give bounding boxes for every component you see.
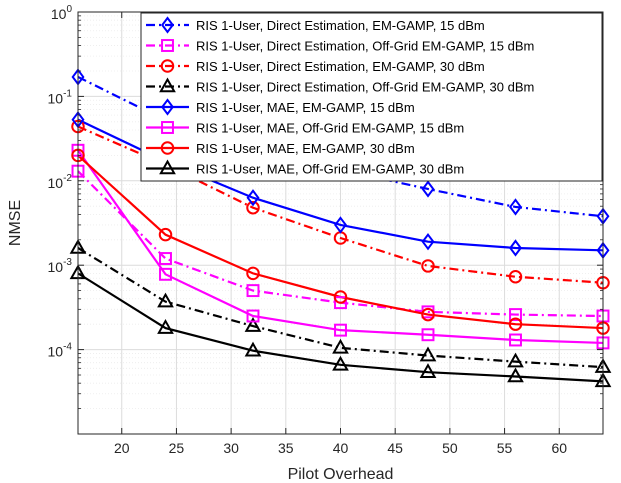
legend-entry-5: RIS 1-User, MAE, EM-GAMP, 15 dBm xyxy=(196,100,415,115)
series-1-point xyxy=(509,198,522,216)
legend-marker-6 xyxy=(161,121,174,134)
series-6-point xyxy=(159,267,172,281)
series-5-point xyxy=(509,239,522,257)
legend-box xyxy=(140,12,603,182)
series-line-8 xyxy=(77,272,604,383)
legend-marker-2 xyxy=(161,39,174,52)
series-1-point xyxy=(421,180,435,198)
legend-entry-8: RIS 1-User, MAE, Off-Grid EM-GAMP, 30 dB… xyxy=(196,162,464,177)
series-3-point xyxy=(508,269,523,284)
x-tick-label: 50 xyxy=(442,440,458,456)
series-3-point xyxy=(421,259,435,273)
legend-marker-4 xyxy=(159,77,176,93)
series-line-4 xyxy=(77,247,604,369)
series-2-point xyxy=(334,296,347,310)
x-tick-label: 20 xyxy=(114,440,130,456)
x-axis-label: Pilot Overhead xyxy=(288,466,394,483)
legend-entry-2: RIS 1-User, Direct Estimation, Off-Grid … xyxy=(196,39,534,54)
x-tick-label: 35 xyxy=(278,440,294,456)
series-6-point xyxy=(246,309,260,323)
y-tick-label: 10-4 xyxy=(48,342,73,360)
legend-entry-6: RIS 1-User, MAE, Off-Grid EM-GAMP, 15 dB… xyxy=(196,121,464,136)
series-5-point xyxy=(246,189,260,207)
legend-marker-3 xyxy=(160,59,175,73)
series-2-point xyxy=(246,284,260,298)
x-tick-labels: 20 25 30 35 40 45 50 55 60 xyxy=(114,440,567,456)
series-3-point xyxy=(246,200,260,215)
legend-entry-1: RIS 1-User, Direct Estimation, EM-GAMP, … xyxy=(196,18,485,33)
series-7-point xyxy=(158,227,173,242)
y-tick-label: 100 xyxy=(51,4,73,22)
series-7-point xyxy=(333,290,348,304)
series-5-point xyxy=(421,233,435,251)
series-4-point xyxy=(244,317,262,332)
y-tick-label: 10-2 xyxy=(48,173,73,191)
series-5-point xyxy=(334,216,347,234)
legend-marker-1 xyxy=(161,16,174,34)
x-tick-label: 45 xyxy=(387,440,403,456)
series-8-point xyxy=(419,363,437,378)
series-6-point xyxy=(421,328,435,342)
series-6-point xyxy=(334,323,347,337)
series-8-point xyxy=(507,367,524,383)
series-8-point xyxy=(244,341,262,357)
y-tick-label: 10-3 xyxy=(48,257,73,275)
x-tick-label: 25 xyxy=(169,440,185,456)
legend-marker-8 xyxy=(159,159,176,175)
legend-marker-5 xyxy=(161,98,174,116)
x-tick-label: 40 xyxy=(333,440,349,456)
legend-entry-3: RIS 1-User, Direct Estimation, EM-GAMP, … xyxy=(196,59,485,74)
series-6-point xyxy=(509,333,522,347)
x-tick-label: 55 xyxy=(497,440,513,456)
series-4-point xyxy=(419,346,437,362)
series-4-point xyxy=(157,292,174,308)
series-2-point xyxy=(509,308,522,322)
y-tick-label: 10-1 xyxy=(48,88,73,106)
series-8-point xyxy=(157,319,174,334)
y-tick-labels: 100 10-1 10-2 10-3 10-4 xyxy=(48,4,73,360)
series-line-6 xyxy=(77,149,604,345)
x-tick-label: 30 xyxy=(223,440,239,456)
series-8-point xyxy=(332,355,349,371)
legend-marker-7 xyxy=(160,141,175,155)
series-4-point xyxy=(507,352,524,368)
series-2-point xyxy=(159,252,172,265)
series-7-point xyxy=(246,266,260,281)
series-7-point xyxy=(508,317,523,331)
x-tick-label: 60 xyxy=(551,440,567,456)
legend-entry-7: RIS 1-User, MAE, EM-GAMP, 30 dBm xyxy=(196,141,415,156)
series-4-point xyxy=(332,338,349,354)
series-7-point xyxy=(421,307,435,322)
legend: RIS 1-User, Direct Estimation, EM-GAMP, … xyxy=(140,12,603,182)
legend-entry-4: RIS 1-User, Direct Estimation, Off-Grid … xyxy=(196,80,534,95)
y-axis-label: NMSE xyxy=(7,200,24,246)
